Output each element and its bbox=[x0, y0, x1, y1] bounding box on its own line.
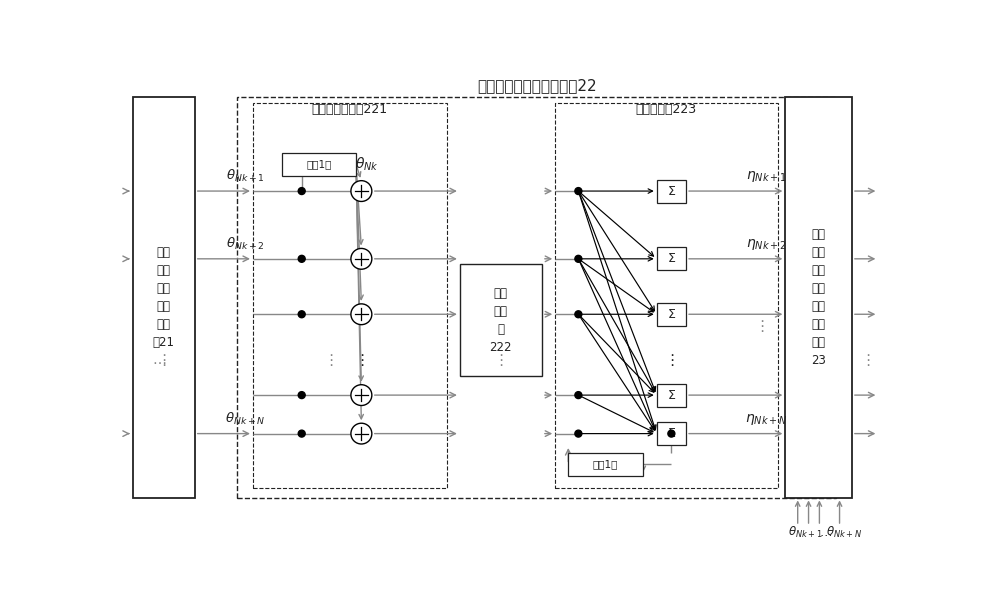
Text: ⋮: ⋮ bbox=[156, 353, 171, 368]
Text: Σ: Σ bbox=[667, 185, 675, 198]
Bar bbox=[282, 153, 356, 176]
Text: ⋮: ⋮ bbox=[323, 353, 338, 368]
Text: …: … bbox=[153, 353, 167, 367]
Text: $\theta_{Nk+1}$: $\theta_{Nk+1}$ bbox=[226, 168, 265, 184]
Circle shape bbox=[351, 423, 372, 444]
Text: ⋮: ⋮ bbox=[754, 320, 770, 335]
Text: $\eta_{Nk+2}$: $\eta_{Nk+2}$ bbox=[746, 237, 787, 252]
Bar bbox=[568, 453, 643, 476]
Circle shape bbox=[351, 304, 372, 325]
Text: ⋮: ⋮ bbox=[860, 353, 875, 368]
Bar bbox=[555, 103, 778, 488]
Bar bbox=[657, 303, 686, 326]
Bar bbox=[253, 103, 447, 488]
Bar bbox=[657, 247, 686, 271]
Circle shape bbox=[351, 181, 372, 202]
Text: 延迟1拍: 延迟1拍 bbox=[306, 159, 331, 169]
Text: $\theta_{Nk+1}$: $\theta_{Nk+1}$ bbox=[788, 525, 823, 541]
Circle shape bbox=[298, 391, 305, 399]
Circle shape bbox=[575, 391, 582, 399]
Bar bbox=[657, 384, 686, 406]
Text: ⋮: ⋮ bbox=[493, 353, 509, 368]
Text: $\theta_{Nk}$: $\theta_{Nk}$ bbox=[355, 155, 379, 173]
Circle shape bbox=[351, 385, 372, 405]
Circle shape bbox=[575, 255, 582, 262]
Circle shape bbox=[298, 255, 305, 262]
Bar bbox=[785, 97, 852, 498]
Bar bbox=[133, 97, 195, 498]
Text: Σ: Σ bbox=[667, 252, 675, 265]
Circle shape bbox=[298, 430, 305, 437]
Text: ⋮: ⋮ bbox=[664, 353, 679, 368]
Text: 信号
四次
方相
角确
定单
元21: 信号 四次 方相 角确 定单 元21 bbox=[153, 246, 175, 349]
Text: Σ: Σ bbox=[667, 308, 675, 321]
Bar bbox=[657, 179, 686, 202]
Text: Σ: Σ bbox=[667, 427, 675, 440]
Text: $\theta_{Nk+2}$: $\theta_{Nk+2}$ bbox=[226, 236, 264, 252]
Circle shape bbox=[575, 311, 582, 318]
Text: ⋮: ⋮ bbox=[354, 353, 369, 368]
Bar bbox=[237, 97, 836, 498]
Circle shape bbox=[668, 430, 675, 437]
Bar bbox=[657, 422, 686, 445]
Circle shape bbox=[575, 430, 582, 437]
Text: 延迟1拍: 延迟1拍 bbox=[593, 460, 618, 469]
Bar bbox=[460, 264, 542, 376]
Text: 累加子单元223: 累加子单元223 bbox=[636, 103, 697, 116]
Text: $\theta_{Nk+N}$: $\theta_{Nk+N}$ bbox=[826, 525, 862, 541]
Text: 载波
相位
的补
偿角
度值
确定
单元
23: 载波 相位 的补 偿角 度值 确定 单元 23 bbox=[811, 228, 826, 367]
Text: $\eta_{Nk+1}$: $\eta_{Nk+1}$ bbox=[746, 169, 787, 184]
Text: 取整
子单
元
222: 取整 子单 元 222 bbox=[490, 286, 512, 353]
Text: …: … bbox=[819, 527, 832, 539]
Text: 相角差分子单元221: 相角差分子单元221 bbox=[312, 103, 388, 116]
Circle shape bbox=[298, 311, 305, 318]
Text: Σ: Σ bbox=[667, 388, 675, 402]
Circle shape bbox=[575, 188, 582, 194]
Circle shape bbox=[298, 188, 305, 194]
Text: 累积相角跳变值确定单元22: 累积相角跳变值确定单元22 bbox=[477, 78, 597, 93]
Text: $\eta_{Nk+N}$: $\eta_{Nk+N}$ bbox=[745, 412, 788, 426]
Circle shape bbox=[351, 248, 372, 269]
Text: $\theta_{Nk+N}$: $\theta_{Nk+N}$ bbox=[225, 411, 265, 426]
